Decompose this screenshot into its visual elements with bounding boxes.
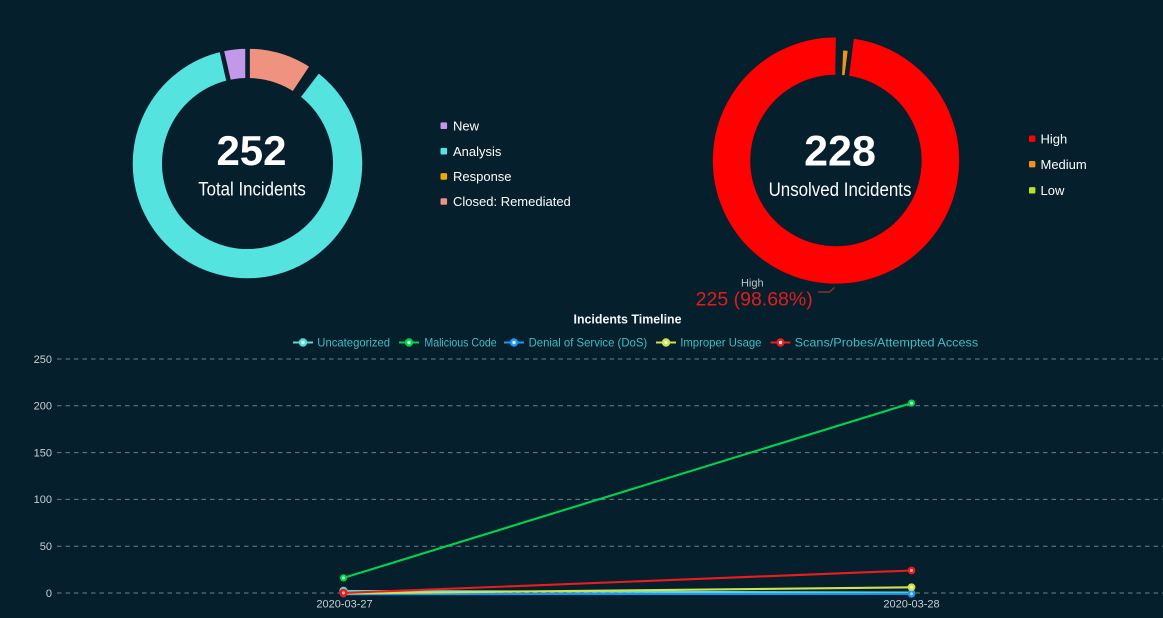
svg-text:Response: Response xyxy=(453,169,512,184)
svg-text:Unsolved Incidents: Unsolved Incidents xyxy=(769,179,912,201)
svg-text:2020-03-27: 2020-03-27 xyxy=(316,599,372,611)
svg-text:High: High xyxy=(1041,131,1068,146)
svg-text:High: High xyxy=(741,278,764,290)
svg-text:200: 200 xyxy=(34,401,52,413)
svg-text:250: 250 xyxy=(34,354,52,366)
svg-text:Low: Low xyxy=(1041,183,1065,198)
svg-text:Denial of Service (DoS): Denial of Service (DoS) xyxy=(529,336,648,350)
svg-text:228: 228 xyxy=(804,127,876,175)
svg-text:50: 50 xyxy=(40,541,52,553)
svg-text:New: New xyxy=(453,118,480,133)
svg-text:Closed: Remediated: Closed: Remediated xyxy=(453,194,571,209)
svg-text:252: 252 xyxy=(216,127,286,174)
svg-text:Total Incidents: Total Incidents xyxy=(198,180,306,201)
svg-text:Analysis: Analysis xyxy=(453,144,502,159)
svg-text:150: 150 xyxy=(34,447,52,459)
svg-text:Uncategorized: Uncategorized xyxy=(317,336,390,350)
svg-text:Scans/Probes/Attempted Access: Scans/Probes/Attempted Access xyxy=(795,336,979,350)
svg-text:2020-03-28: 2020-03-28 xyxy=(883,599,939,611)
svg-text:100: 100 xyxy=(34,494,52,506)
svg-text:0: 0 xyxy=(46,588,52,600)
svg-text:Incidents Timeline: Incidents Timeline xyxy=(574,312,682,327)
svg-text:Malicious Code: Malicious Code xyxy=(424,336,497,350)
svg-text:225 (98.68%): 225 (98.68%) xyxy=(696,289,813,311)
svg-text:Medium: Medium xyxy=(1041,157,1087,172)
svg-text:Improper Usage: Improper Usage xyxy=(680,336,762,350)
